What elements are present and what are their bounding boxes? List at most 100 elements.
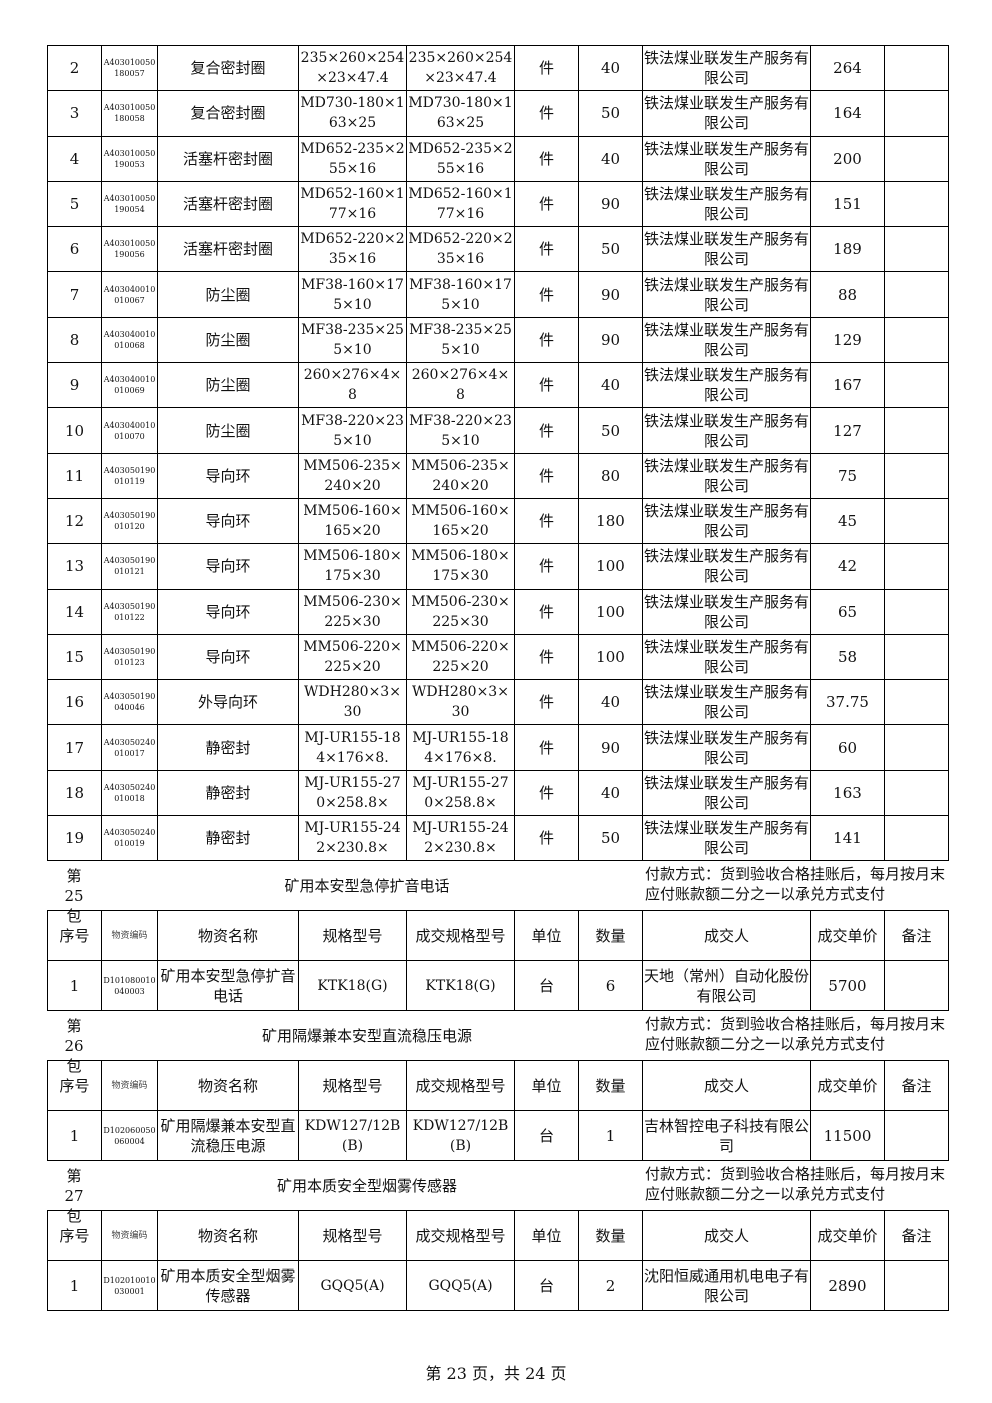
cell-deal-spec: MD652-235×255×16 <box>406 135 515 182</box>
table-row: 19 A403050240 010019 静密封 MJ-UR155-242×230.8… <box>47 815 949 862</box>
payment-terms: 付款方式：货到验收合格挂账后，每月按月末应付账款额二分之一以承兑方式支付 <box>645 1015 946 1053</box>
cell-unit: 件 <box>514 271 579 318</box>
header-seq: 序号 <box>47 1060 102 1111</box>
header-deal-spec: 成交规格型号 <box>406 1060 515 1111</box>
cell-spec: MD652-235×255×16 <box>298 135 407 182</box>
cell-seq: 14 <box>47 588 102 635</box>
cell-remark <box>884 679 949 726</box>
cell-deal-spec: KTK18(G) <box>406 960 515 1011</box>
header-code: 物资编码 <box>101 910 158 961</box>
header-remark: 备注 <box>884 1060 949 1111</box>
package-heading: 第26包 矿用隔爆兼本安型直流稳压电源 付款方式：货到验收合格挂账后，每月按月末应付… <box>47 1012 948 1075</box>
header-seq: 序号 <box>47 910 102 961</box>
table-row: 18 A403050240 010018 静密封 MJ-UR155-270×258.8… <box>47 769 949 817</box>
cell-price: 42 <box>810 543 885 590</box>
header-spec: 规格型号 <box>298 910 407 961</box>
cell-deal-spec: 235×260×254×23×47.4 <box>406 44 515 92</box>
cell-remark <box>884 452 949 499</box>
cell-price: 65 <box>810 588 885 635</box>
cell-code: A403050240 010019 <box>101 815 158 862</box>
cell-supplier: 吉林智控电子科技有限公司 <box>642 1110 811 1161</box>
table-row: 10 A403040010 010070 防尘圈 MF38-220×235×10 MF3… <box>47 407 949 454</box>
cell-name: 防尘圈 <box>157 362 299 409</box>
header-unit: 单位 <box>514 1060 579 1111</box>
cell-code: A403010050 180057 <box>101 44 158 92</box>
cell-price: 200 <box>810 135 885 182</box>
cell-supplier: 铁法煤业联发生产服务有限公司 <box>642 316 811 364</box>
cell-deal-spec: MD652-220×235×16 <box>406 226 515 273</box>
table-row: 5 A403010050 190054 活塞杆密封圈 MD652-160×177×16… <box>47 180 949 228</box>
cell-code: A403050190 010121 <box>101 543 158 590</box>
cell-name: 静密封 <box>157 769 299 817</box>
cell-code: A403010050 190054 <box>101 180 158 228</box>
cell-seq: 10 <box>47 407 102 454</box>
table-row: 3 A403010050 180058 复合密封圈 MD730-180×163×25 M… <box>47 90 949 137</box>
cell-spec: 235×260×254×23×47.4 <box>298 44 407 92</box>
cell-code: A403010050 190056 <box>101 226 158 273</box>
cell-qty: 40 <box>578 135 643 182</box>
cell-spec: KTK18(G) <box>298 960 407 1011</box>
table-row: 17 A403050240 010017 静密封 MJ-UR155-184×176×8… <box>47 724 949 771</box>
cell-name: 活塞杆密封圈 <box>157 226 299 273</box>
cell-deal-spec: MJ-UR155-242×230.8× <box>406 815 515 862</box>
table-row: 9 A403040010 010069 防尘圈 260×276×4×8 260×276×… <box>47 362 949 409</box>
cell-unit: 件 <box>514 180 579 228</box>
cell-name: 矿用隔爆兼本安型直流稳压电源 <box>157 1110 299 1161</box>
header-qty: 数量 <box>578 1210 643 1261</box>
cell-code: D101080010 040003 <box>101 960 158 1011</box>
cell-supplier: 铁法煤业联发生产服务有限公司 <box>642 452 811 499</box>
cell-supplier: 铁法煤业联发生产服务有限公司 <box>642 497 811 545</box>
cell-price: 141 <box>810 815 885 862</box>
cell-unit: 件 <box>514 362 579 409</box>
cell-qty: 6 <box>578 960 643 1011</box>
cell-supplier: 铁法煤业联发生产服务有限公司 <box>642 226 811 273</box>
cell-deal-spec: MM506-235×240×20 <box>406 452 515 499</box>
cell-qty: 90 <box>578 316 643 364</box>
page-footer: 第 23 页，共 24 页 <box>425 1364 567 1383</box>
header-supplier: 成交人 <box>642 910 811 961</box>
cell-supplier: 铁法煤业联发生产服务有限公司 <box>642 407 811 454</box>
table-row: 15 A403050190 010123 导向环 MM506-220×225×20 MM… <box>47 633 949 681</box>
cell-supplier: 铁法煤业联发生产服务有限公司 <box>642 362 811 409</box>
cell-name: 复合密封圈 <box>157 90 299 137</box>
cell-spec: GQQ5(A) <box>298 1260 407 1311</box>
cell-remark <box>884 588 949 635</box>
cell-deal-spec: WDH280×3×30 <box>406 679 515 726</box>
cell-unit: 台 <box>514 960 579 1011</box>
cell-code: D102060050 060004 <box>101 1110 158 1161</box>
cell-spec: WDH280×3×30 <box>298 679 407 726</box>
header-name: 物资名称 <box>157 1210 299 1261</box>
cell-spec: MM506-220×225×20 <box>298 633 407 681</box>
cell-code: A403010050 190053 <box>101 135 158 182</box>
header-name: 物资名称 <box>157 910 299 961</box>
cell-spec: KDW127/12B(B) <box>298 1110 407 1161</box>
cell-qty: 50 <box>578 815 643 862</box>
table-row: 2 A403010050 180057 复合密封圈 235×260×254×23×47… <box>47 44 949 92</box>
cell-remark <box>884 724 949 771</box>
cell-price: 2890 <box>810 1260 885 1311</box>
header-code: 物资编码 <box>101 1060 158 1111</box>
cell-supplier: 铁法煤业联发生产服务有限公司 <box>642 588 811 635</box>
cell-remark <box>884 362 949 409</box>
header-price: 成交单价 <box>810 1060 885 1111</box>
cell-unit: 件 <box>514 497 579 545</box>
cell-unit: 件 <box>514 588 579 635</box>
cell-qty: 90 <box>578 724 643 771</box>
cell-spec: 260×276×4×8 <box>298 362 407 409</box>
cell-seq: 6 <box>47 226 102 273</box>
cell-remark <box>884 633 949 681</box>
cell-qty: 2 <box>578 1260 643 1311</box>
cell-remark <box>884 44 949 92</box>
cell-remark <box>884 815 949 862</box>
cell-spec: MF38-220×235×10 <box>298 407 407 454</box>
cell-deal-spec: MM506-180×175×30 <box>406 543 515 590</box>
cell-name: 矿用本质安全型烟雾传感器 <box>157 1260 299 1311</box>
cell-price: 88 <box>810 271 885 318</box>
header-deal-spec: 成交规格型号 <box>406 1210 515 1261</box>
cell-name: 活塞杆密封圈 <box>157 180 299 228</box>
cell-spec: MD652-160×177×16 <box>298 180 407 228</box>
cell-unit: 件 <box>514 815 579 862</box>
cell-price: 164 <box>810 90 885 137</box>
table-header-row: 序号 物资编码 物资名称 规格型号 成交规格型号 单位 数量 成交人 成交单价 备注 <box>47 1060 949 1111</box>
